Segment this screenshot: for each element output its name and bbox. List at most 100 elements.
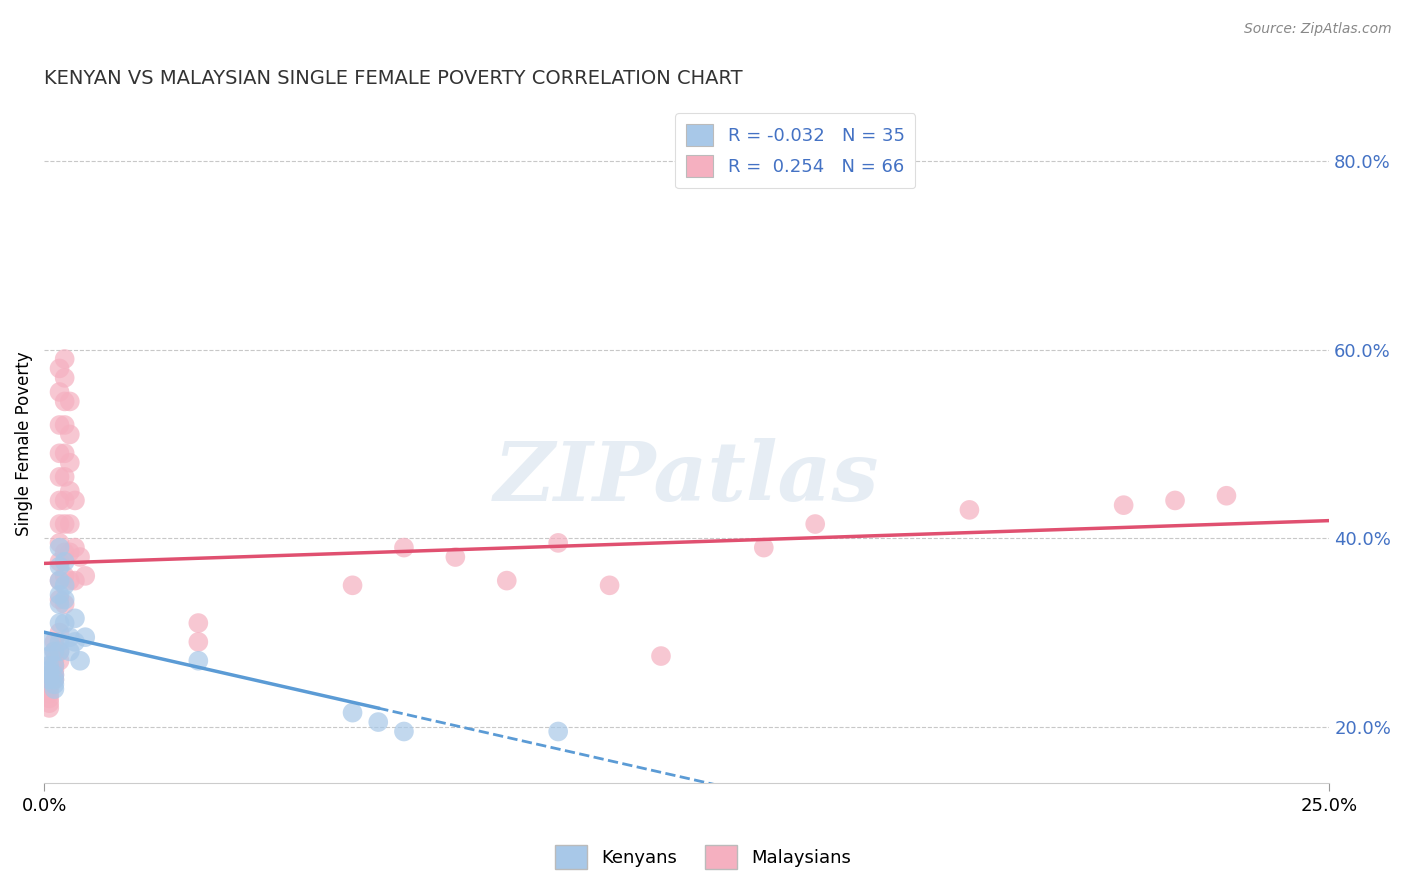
Point bbox=[38, 635, 60, 649]
Point bbox=[53, 493, 76, 508]
Point bbox=[48, 635, 70, 649]
Point bbox=[48, 555, 70, 569]
Point bbox=[957, 503, 980, 517]
Point bbox=[59, 394, 82, 409]
Point bbox=[495, 574, 517, 588]
Point bbox=[187, 654, 209, 668]
Point bbox=[342, 706, 364, 720]
Point bbox=[53, 351, 76, 366]
Point bbox=[44, 681, 66, 696]
Point bbox=[48, 597, 70, 611]
Point bbox=[38, 663, 60, 677]
Point bbox=[48, 541, 70, 555]
Point bbox=[63, 493, 86, 508]
Point bbox=[59, 483, 82, 498]
Point bbox=[187, 635, 209, 649]
Point bbox=[63, 611, 86, 625]
Point bbox=[69, 654, 91, 668]
Point bbox=[44, 635, 66, 649]
Point bbox=[48, 644, 70, 658]
Point bbox=[69, 549, 91, 564]
Point bbox=[48, 615, 70, 630]
Point bbox=[48, 417, 70, 432]
Text: ZIPatlas: ZIPatlas bbox=[494, 438, 879, 518]
Point bbox=[48, 559, 70, 574]
Point bbox=[59, 427, 82, 442]
Point bbox=[59, 574, 82, 588]
Point bbox=[48, 574, 70, 588]
Point bbox=[44, 673, 66, 687]
Point bbox=[48, 536, 70, 550]
Point bbox=[38, 668, 60, 682]
Point bbox=[48, 493, 70, 508]
Point bbox=[53, 597, 76, 611]
Text: Source: ZipAtlas.com: Source: ZipAtlas.com bbox=[1244, 22, 1392, 37]
Point bbox=[38, 696, 60, 710]
Point bbox=[53, 578, 76, 592]
Point bbox=[63, 635, 86, 649]
Point bbox=[53, 615, 76, 630]
Point bbox=[48, 644, 70, 658]
Point bbox=[38, 673, 60, 687]
Point bbox=[342, 578, 364, 592]
Point bbox=[1164, 493, 1187, 508]
Point bbox=[48, 470, 70, 484]
Point bbox=[44, 644, 66, 658]
Y-axis label: Single Female Poverty: Single Female Poverty bbox=[15, 351, 32, 536]
Point bbox=[48, 592, 70, 607]
Point bbox=[59, 630, 82, 644]
Point bbox=[48, 516, 70, 531]
Point bbox=[44, 663, 66, 677]
Point bbox=[752, 541, 775, 555]
Point bbox=[59, 545, 82, 559]
Point bbox=[53, 470, 76, 484]
Point bbox=[38, 677, 60, 691]
Point bbox=[650, 648, 672, 663]
Point bbox=[48, 625, 70, 640]
Point bbox=[392, 541, 415, 555]
Point bbox=[75, 569, 97, 583]
Point bbox=[804, 516, 827, 531]
Point bbox=[53, 569, 76, 583]
Point bbox=[38, 648, 60, 663]
Point bbox=[48, 384, 70, 399]
Legend: R = -0.032   N = 35, R =  0.254   N = 66: R = -0.032 N = 35, R = 0.254 N = 66 bbox=[675, 113, 915, 188]
Point bbox=[53, 394, 76, 409]
Point bbox=[44, 654, 66, 668]
Point bbox=[1112, 498, 1135, 512]
Point bbox=[547, 536, 569, 550]
Point bbox=[1215, 489, 1237, 503]
Point bbox=[44, 673, 66, 687]
Point bbox=[38, 658, 60, 673]
Point bbox=[53, 545, 76, 559]
Point bbox=[44, 668, 66, 682]
Point bbox=[48, 574, 70, 588]
Point bbox=[48, 446, 70, 460]
Point bbox=[38, 687, 60, 701]
Point bbox=[53, 371, 76, 385]
Legend: Kenyans, Malaysians: Kenyans, Malaysians bbox=[547, 838, 859, 876]
Point bbox=[59, 456, 82, 470]
Point bbox=[392, 724, 415, 739]
Point bbox=[44, 658, 66, 673]
Text: KENYAN VS MALAYSIAN SINGLE FEMALE POVERTY CORRELATION CHART: KENYAN VS MALAYSIAN SINGLE FEMALE POVERT… bbox=[44, 69, 742, 87]
Point bbox=[38, 681, 60, 696]
Point bbox=[38, 673, 60, 687]
Point bbox=[38, 668, 60, 682]
Point bbox=[48, 588, 70, 602]
Point bbox=[38, 691, 60, 706]
Point bbox=[53, 592, 76, 607]
Point bbox=[63, 541, 86, 555]
Point bbox=[59, 644, 82, 658]
Point bbox=[44, 677, 66, 691]
Point bbox=[48, 654, 70, 668]
Point bbox=[44, 668, 66, 682]
Point bbox=[75, 630, 97, 644]
Point bbox=[444, 549, 467, 564]
Point bbox=[44, 644, 66, 658]
Point bbox=[53, 555, 76, 569]
Point bbox=[53, 446, 76, 460]
Point bbox=[63, 574, 86, 588]
Point bbox=[53, 516, 76, 531]
Point bbox=[599, 578, 621, 592]
